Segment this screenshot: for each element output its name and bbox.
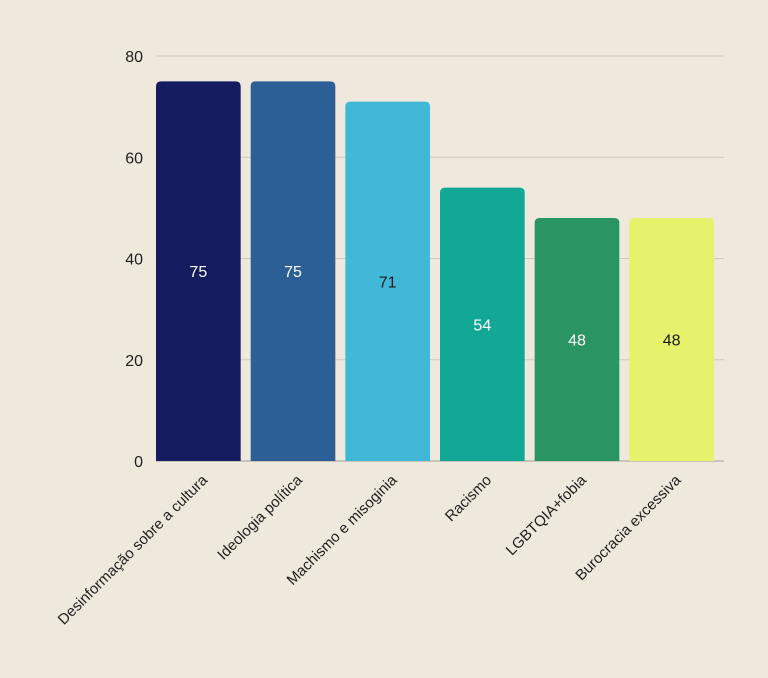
bar: [345, 101, 430, 461]
y-tick-label: 60: [125, 150, 143, 167]
y-axis-ticks: 0 20 40 60 80: [125, 49, 143, 471]
bar: [440, 187, 525, 461]
y-tick-label: 80: [125, 49, 143, 66]
y-tick-label: 0: [134, 454, 143, 471]
x-tick-label: Desinformação sobre a cultura: [55, 471, 212, 628]
data-labels: 75 75 71 54 48 48: [189, 264, 680, 349]
y-tick-label: 20: [125, 353, 143, 370]
x-tick-label: Burocracia excessiva: [572, 471, 685, 584]
x-tick-label: Racismo: [442, 472, 495, 525]
bar: [534, 218, 620, 461]
x-tick-label: Ideologia política: [214, 471, 306, 563]
bar: [250, 81, 336, 461]
x-axis-labels: Desinformação sobre a cultura Ideologia p…: [55, 471, 685, 628]
y-tick-label: 40: [125, 252, 143, 269]
bar: [156, 81, 241, 461]
data-label: 75: [189, 264, 207, 281]
bars: [156, 81, 714, 461]
bar: [629, 218, 714, 461]
data-label: 48: [663, 333, 681, 350]
data-label: 48: [568, 333, 586, 350]
x-tick-label: LGBTQIA+fobia: [503, 471, 591, 559]
data-label: 54: [473, 317, 491, 334]
x-tick-label: Machismo e misoginia: [284, 471, 401, 588]
data-label: 71: [379, 274, 397, 291]
data-label: 75: [284, 264, 302, 281]
